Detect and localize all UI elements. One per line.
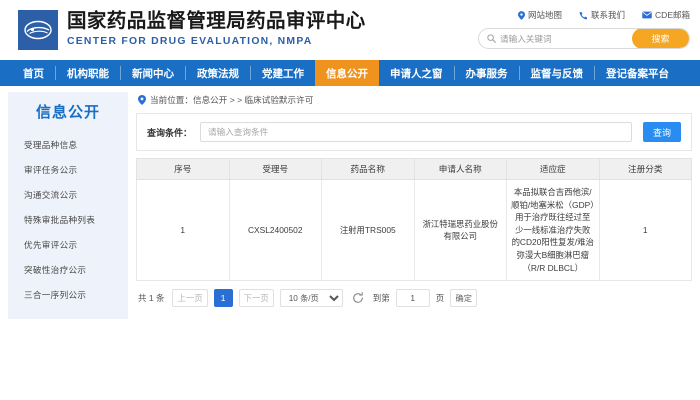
nav-item-party[interactable]: 党建工作 [262,67,304,80]
cell-category: 1 [598,178,692,282]
pagination-jump-suffix: 页 [435,293,445,304]
header-utilities: 网站地图 联系我们 [475,9,690,49]
location-pin-icon [138,95,146,105]
page-size-select[interactable]: 10 条/页 20 条/页 50 条/页 100 条/页 [279,289,343,308]
results-table: 序号 受理号 药品名称 申请人名称 适应症 注册分类 1 CXSL2400502… [136,158,692,282]
nav-separator [185,66,186,80]
query-panel: 查询条件： 查询 [136,113,692,151]
pagination-total: 共 1 条 [138,293,165,304]
pagination: 共 1 条 上一页 1 下一页 10 条/页 20 条/页 50 条/页 100… [136,281,692,308]
breadcrumb-text: 当前位置：信息公开 > > 临床试验默示许可 [150,95,314,105]
table-row[interactable]: 1 CXSL2400502 注射用TRS005 浙江特瑞思药业股份有限公司 本品… [136,178,692,282]
column-header-index: 序号 [136,158,230,180]
brand-title-en: CENTER FOR DRUG EVALUATION, NMPA [67,36,313,48]
cell-drug-name: 注射用TRS005 [321,178,415,282]
refresh-icon[interactable] [350,290,366,306]
pagination-jump-prefix: 到第 [372,293,390,304]
sidebar-item-communication[interactable]: 沟通交流公示 [24,189,78,200]
pagination-confirm-button[interactable]: 确定 [450,289,478,308]
quick-links: 网站地图 联系我们 [518,9,690,21]
nav-item-functions[interactable]: 机构职能 [67,67,109,80]
phone-icon [579,11,588,20]
nav-separator [518,66,520,80]
site-header: 国家药品监督管理局药品审评中心 CENTER FOR DRUG EVALUATI… [0,0,700,60]
pagination-next-button[interactable]: 下一页 [238,289,274,308]
cell-applicant: 浙江特瑞思药业股份有限公司 [413,178,507,282]
nav-item-policy[interactable]: 政策法规 [197,67,239,80]
cell-indication: 本品拟联合吉西他滨/顺铂/地塞米松（GDP）用于治疗既往经过至少一线标准治疗失败… [506,178,600,282]
nav-item-services[interactable]: 办事服务 [465,67,508,80]
sidebar-item-breakthrough-therapy[interactable]: 突破性治疗公示 [24,264,87,275]
quick-link-email[interactable]: CDE邮箱 [642,9,690,21]
mail-icon [642,11,652,19]
sidebar-item-accepted-varieties[interactable]: 受理品种信息 [24,139,78,150]
nav-item-home[interactable]: 首页 [23,67,44,80]
results-table-body: 1 CXSL2400502 注射用TRS005 浙江特瑞思药业股份有限公司 本品… [136,178,692,282]
search-button[interactable]: 搜索 [632,29,689,48]
table-header-row: 序号 受理号 药品名称 申请人名称 适应症 注册分类 [136,158,692,180]
nav-separator [55,66,56,80]
cde-emblem-icon [18,10,58,50]
nav-item-registration-platform[interactable]: 登记备案平台 [606,67,669,80]
main-panel: 当前位置：信息公开 > > 临床试验默示许可 查询条件： 查询 序号 受理号 药… [136,92,692,308]
cell-accept-no: CXSL2400502 [228,178,322,282]
pagination-page-1[interactable]: 1 [213,289,233,308]
query-label: 查询条件： [147,127,193,138]
nav-separator [250,66,251,80]
query-input[interactable] [200,122,632,142]
location-pin-icon [518,10,526,20]
sidebar-item-three-in-one-sequence[interactable]: 三合一序列公示 [24,289,87,300]
column-header-accept-no: 受理号 [228,158,322,180]
pagination-prev-button[interactable]: 上一页 [172,289,208,308]
search-icon [487,34,496,43]
brand-title-cn: 国家药品监督管理局药品审评中心 [67,10,366,33]
quick-link-sitemap[interactable]: 网站地图 [518,9,562,21]
cell-index: 1 [136,178,230,282]
sidebar-title: 信息公开 [35,104,100,121]
nav-separator [453,66,455,80]
column-header-indication: 适应症 [506,158,600,180]
quick-link-label: 联系我们 [591,10,626,20]
column-header-category: 注册分类 [598,158,692,180]
quick-link-contact[interactable]: 联系我们 [579,9,625,21]
sidebar-item-special-approval-list[interactable]: 特殊审批品种列表 [24,214,96,225]
quick-link-label: CDE邮箱 [655,10,690,20]
quick-link-label: 网站地图 [528,10,563,20]
main-navigation: 首页 机构职能 新闻中心 政策法规 党建工作 信息公开 申请人之窗 办事服务 监… [0,60,700,86]
results-table-head: 序号 受理号 药品名称 申请人名称 适应症 注册分类 [136,158,692,180]
column-header-drug-name: 药品名称 [321,158,415,180]
nav-item-news[interactable]: 新闻中心 [132,67,174,80]
sidebar-item-review-tasks[interactable]: 审评任务公示 [24,164,78,175]
sidebar: 信息公开 受理品种信息 审评任务公示 沟通交流公示 特殊审批品种列表 优先审评公… [8,92,128,319]
breadcrumb: 当前位置：信息公开 > > 临床试验默示许可 [136,92,692,113]
nav-item-applicant-window[interactable]: 申请人之窗 [390,67,443,80]
nav-item-supervision[interactable]: 监督与反馈 [530,67,584,80]
site-search: 搜索 [478,28,690,49]
query-submit-button[interactable]: 查询 [643,122,681,142]
nav-separator [120,66,121,80]
brand-text-block: 国家药品监督管理局药品审评中心 CENTER FOR DRUG EVALUATI… [67,10,366,48]
site-brand[interactable]: 国家药品监督管理局药品审评中心 CENTER FOR DRUG EVALUATI… [18,10,366,50]
nav-item-info-disclosure[interactable]: 信息公开 [315,60,379,86]
column-header-applicant: 申请人名称 [413,158,507,180]
page-content: 信息公开 受理品种信息 审评任务公示 沟通交流公示 特殊审批品种列表 优先审评公… [0,86,700,319]
sidebar-item-priority-review[interactable]: 优先审评公示 [24,239,78,250]
nav-separator [594,66,595,80]
pagination-jump-input[interactable] [395,289,430,308]
